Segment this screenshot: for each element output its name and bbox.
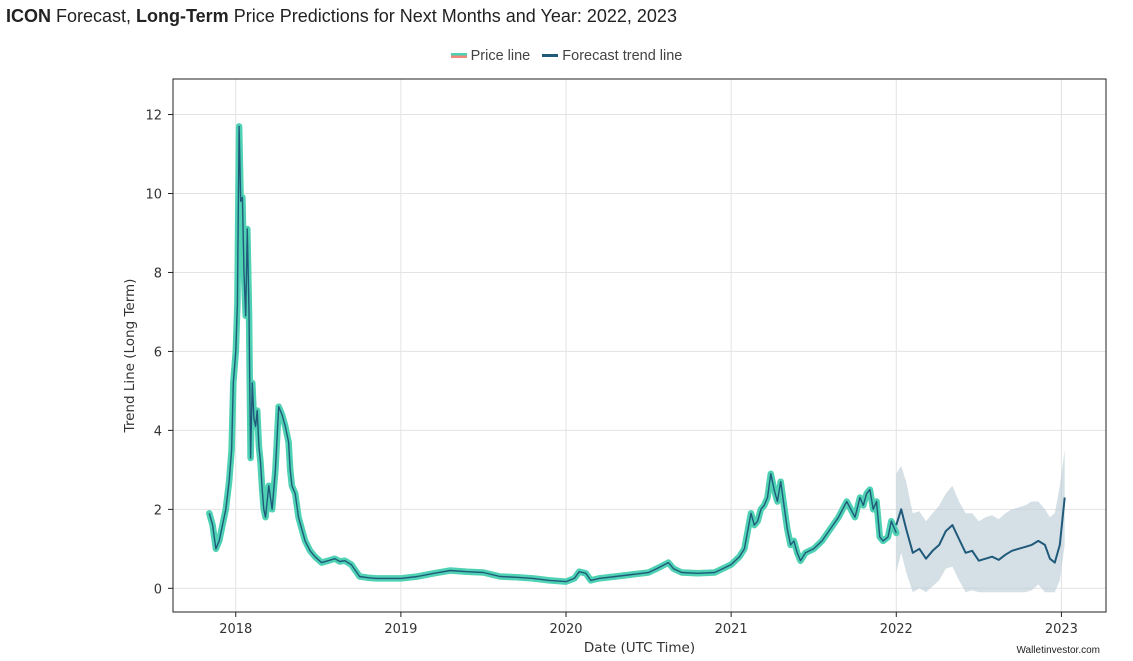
x-tick-label-2021: 2021	[715, 622, 748, 637]
title-part-1: ICON	[6, 6, 51, 26]
x-tick-label-2023: 2023	[1045, 622, 1078, 637]
x-tick-label-2022: 2022	[880, 622, 913, 637]
x-axis-label: Date (UTC Time)	[584, 640, 695, 656]
legend-label-forecast: Forecast trend line	[562, 48, 683, 64]
y-tick-label-6: 6	[154, 345, 162, 360]
title-part-2: Forecast,	[51, 6, 137, 26]
y-axis-label: Trend Line (Long Term)	[122, 279, 138, 434]
x-tick-label-2019: 2019	[384, 622, 417, 637]
plot-frame	[172, 78, 1107, 613]
title-part-3: Long-Term	[136, 6, 229, 26]
forecast-trend-line	[895, 497, 1066, 564]
page-title: ICON Forecast, Long-Term Price Predictio…	[6, 6, 677, 27]
price-line	[206, 123, 900, 585]
legend-label-price: Price line	[470, 48, 531, 64]
credit-text: Walletinvestor.com	[1016, 645, 1100, 656]
y-tick-label-2: 2	[154, 503, 162, 518]
y-tick-label-8: 8	[154, 266, 162, 281]
y-tick-label-4: 4	[154, 424, 162, 439]
title-part-4: Price Predictions for Next Months and Ye…	[228, 6, 677, 26]
y-tick-label-0: 0	[154, 582, 162, 597]
chart-legend: Price line Forecast trend line	[0, 48, 1133, 64]
legend-item-forecast[interactable]: Forecast trend line	[542, 48, 682, 64]
price-trend-overlay-line	[208, 125, 897, 583]
forecast-line-swatch	[542, 53, 559, 57]
x-tick-label-2018: 2018	[219, 622, 252, 637]
y-tick-label-12: 12	[145, 109, 162, 124]
y-tick-label-10: 10	[145, 187, 162, 202]
legend-item-price[interactable]: Price line	[450, 48, 531, 64]
forecast-confidence-band	[896, 450, 1065, 593]
price-line-swatch	[450, 52, 467, 58]
x-tick-label-2020: 2020	[549, 622, 582, 637]
